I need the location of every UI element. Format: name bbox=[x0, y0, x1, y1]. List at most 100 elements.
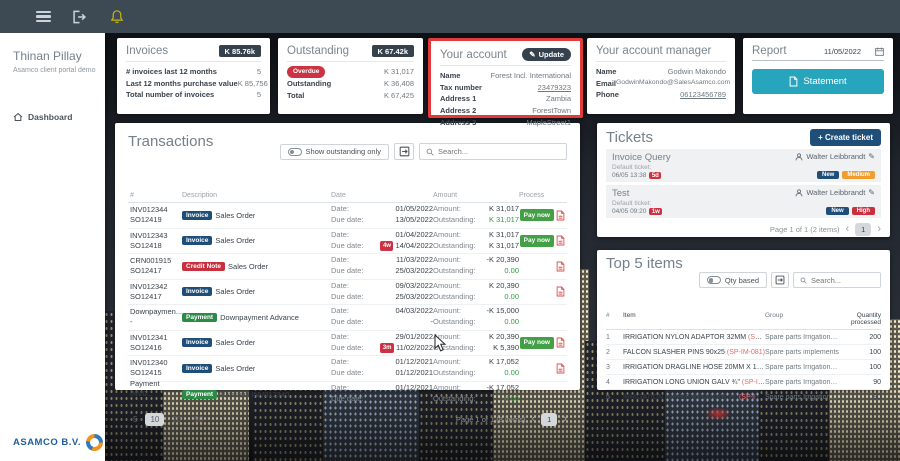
transaction-row[interactable]: INV012344 SO12419 Invoice Sales Order Date… bbox=[128, 203, 567, 229]
transactions-search[interactable] bbox=[419, 143, 567, 160]
manager-row-label: Phone bbox=[596, 90, 619, 100]
total-row-label: Total bbox=[287, 90, 305, 100]
invoice-type-badge: Invoice bbox=[182, 363, 213, 373]
transaction-amount: -K 17,052 bbox=[486, 383, 519, 393]
pdf-icon[interactable] bbox=[556, 210, 565, 221]
transaction-row[interactable]: INV012340 SO12415 Invoice Sales Order Date… bbox=[128, 356, 567, 382]
transaction-date: 01/04/2022 bbox=[395, 229, 433, 239]
transaction-amount: K 17,052 bbox=[488, 357, 519, 367]
transaction-row[interactable]: INV012341 SO12416 Invoice Sales Order Date… bbox=[128, 331, 567, 356]
transaction-description: Payment INV012340 bbox=[220, 389, 290, 399]
transaction-row[interactable]: INV012343 SO12418 Invoice Sales Order Date… bbox=[128, 229, 567, 254]
address3-value: MapleStreet1 bbox=[526, 117, 571, 127]
item-quantity: 90 bbox=[873, 378, 881, 386]
update-account-button[interactable]: ✎ Update bbox=[522, 48, 571, 61]
address2-value: ForestTown bbox=[532, 105, 571, 115]
statement-button[interactable]: Statement bbox=[752, 69, 884, 94]
transaction-description: Sales Order bbox=[215, 236, 256, 246]
transaction-row[interactable]: Downpaymen... - Payment Downpayment Advanc… bbox=[128, 305, 567, 331]
menu-icon[interactable] bbox=[32, 6, 54, 28]
top-items-search[interactable] bbox=[793, 272, 881, 288]
report-date-input[interactable]: 11/05/2022 bbox=[824, 47, 884, 56]
address1-value: Zambia bbox=[545, 94, 571, 104]
ticket-title: Test bbox=[612, 188, 630, 199]
sidebar-item-dashboard[interactable]: Dashboard bbox=[13, 112, 105, 122]
transaction-outstanding: 0.00 bbox=[504, 368, 519, 378]
logout-icon[interactable] bbox=[68, 6, 90, 28]
item-name: IRRIGATION LONG UNION GALV ¾" bbox=[623, 378, 742, 386]
top-item-row[interactable]: 4 IRRIGATION LONG UNION GALV ¾" (SP-IR-3… bbox=[606, 375, 881, 390]
export-button[interactable] bbox=[394, 143, 414, 160]
transaction-amount: K 20,390 bbox=[488, 331, 519, 341]
export-icon bbox=[399, 146, 409, 157]
transaction-due-date: 25/03/2022 bbox=[395, 266, 433, 276]
chevron-left-icon[interactable]: ‹ bbox=[531, 413, 536, 425]
ticket-timestamp: 06/05 13:38 bbox=[612, 172, 647, 179]
transaction-description: Sales Order bbox=[215, 210, 256, 220]
calendar-icon bbox=[875, 47, 884, 56]
account-name-value: Forest Incl. International bbox=[490, 71, 571, 80]
top-item-row[interactable]: 5 IRRIGATION NIPPLE REDUCER ½" (SP-IR-38… bbox=[606, 390, 881, 404]
top-items-table-header: # Item Group Quantity processed bbox=[606, 310, 881, 330]
transaction-outstanding: 0.00 bbox=[504, 317, 519, 327]
item-code: (SP-IR-3... bbox=[748, 333, 765, 341]
transactions-table-header: # Description Date Amount Process bbox=[128, 190, 567, 203]
transaction-row[interactable]: INV012342 SO12417 Invoice Sales Order Date… bbox=[128, 280, 567, 305]
ticket-item[interactable]: Test Default ticket: 04/05 09:20 1w Walte… bbox=[606, 185, 881, 218]
transaction-outstanding: K 31,017 bbox=[488, 215, 519, 225]
page-size-option[interactable]: 20 bbox=[172, 415, 182, 424]
pdf-icon[interactable] bbox=[556, 261, 565, 272]
notifications-bell-icon[interactable] bbox=[106, 6, 128, 28]
transaction-amount: -K 20,390 bbox=[486, 255, 519, 265]
search-icon bbox=[800, 277, 807, 284]
transaction-date: 04/03/2022 bbox=[395, 306, 433, 316]
chevron-right-icon[interactable]: › bbox=[877, 223, 881, 235]
chevron-left-icon[interactable]: ‹ bbox=[845, 223, 850, 235]
ticket-subtitle: Default ticket: bbox=[612, 200, 652, 207]
ticket-item[interactable]: Invoice Query Default ticket: 06/05 13:3… bbox=[606, 149, 881, 182]
export-button[interactable] bbox=[771, 272, 789, 288]
transaction-due-date: - bbox=[430, 394, 434, 404]
qty-based-toggle[interactable]: Qty based bbox=[698, 272, 767, 288]
chevron-right-icon[interactable]: › bbox=[563, 413, 567, 425]
edit-ticket-icon[interactable]: ✎ bbox=[868, 188, 875, 197]
top-item-row[interactable]: 1 IRRIGATION NYLON ADAPTOR 32MM (SP-IR-3… bbox=[606, 330, 881, 345]
pdf-icon[interactable] bbox=[556, 286, 565, 297]
pay-now-button[interactable]: Pay now bbox=[519, 336, 554, 349]
your-account-card-title: Your account bbox=[440, 48, 507, 61]
manager-phone-link[interactable]: 06123456789 bbox=[680, 90, 726, 100]
page-size-option[interactable]: 5 bbox=[133, 415, 138, 424]
show-outstanding-toggle[interactable]: Show outstanding only bbox=[279, 143, 389, 160]
top-item-row[interactable]: 2 FALCON SLASHER PINS 90x25 (SP-IM-081) … bbox=[606, 345, 881, 360]
account-row-label: Tax number bbox=[440, 82, 482, 92]
top-items-search-input[interactable] bbox=[811, 275, 874, 285]
invoices-row-label: # invoices last 12 months bbox=[126, 67, 217, 76]
item-group: Spare parts Irrigation sy... bbox=[765, 363, 839, 371]
overdue-age-badge: 3m bbox=[380, 343, 395, 354]
page-size-option[interactable]: 50 bbox=[194, 415, 204, 424]
pdf-icon[interactable] bbox=[556, 363, 565, 374]
transaction-ref: INV012341 bbox=[130, 332, 168, 342]
pay-now-button[interactable]: Pay now bbox=[519, 209, 554, 222]
page-number-button[interactable]: 1 bbox=[541, 413, 558, 426]
transaction-ref: INV012343 bbox=[130, 230, 168, 240]
item-group: Spare parts Irrigation sy... bbox=[765, 378, 839, 386]
pay-now-button[interactable]: Pay now bbox=[519, 234, 554, 247]
create-ticket-button[interactable]: + Create ticket bbox=[810, 129, 881, 146]
tickets-pagination-info: Page 1 of 1 (2 items) bbox=[769, 225, 840, 234]
transaction-due-date: 25/03/2022 bbox=[395, 291, 433, 301]
transaction-row[interactable]: CRN001915 SO12417 Credit Note Sales Order … bbox=[128, 254, 567, 280]
company-logo-icon bbox=[85, 434, 103, 451]
tickets-panel: Tickets + Create ticket Invoice Query De… bbox=[597, 123, 890, 237]
page-size-option-selected[interactable]: 10 bbox=[145, 413, 165, 426]
tax-number-link[interactable]: 23479323 bbox=[537, 82, 571, 92]
transaction-row[interactable]: Payment INV0... - Payment Payment INV01234… bbox=[130, 379, 519, 409]
pdf-icon[interactable] bbox=[556, 337, 565, 348]
person-icon bbox=[795, 188, 803, 197]
pdf-icon[interactable] bbox=[556, 235, 565, 246]
top-item-row[interactable]: 3 IRRIGATION DRAGLINE HOSE 20MM X 100M (… bbox=[606, 360, 881, 375]
edit-ticket-icon[interactable]: ✎ bbox=[868, 152, 875, 161]
page-number-button[interactable]: 1 bbox=[855, 223, 872, 236]
transaction-ref2: - bbox=[130, 399, 133, 409]
transactions-search-input[interactable] bbox=[438, 147, 560, 156]
